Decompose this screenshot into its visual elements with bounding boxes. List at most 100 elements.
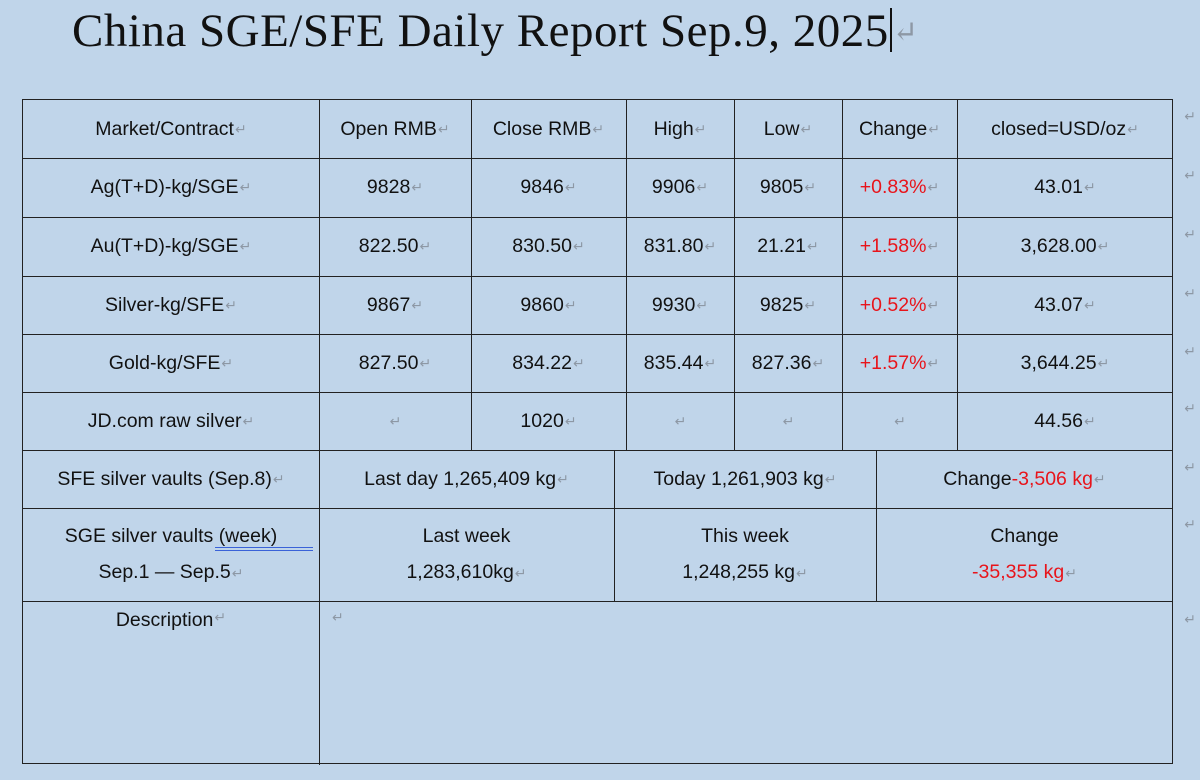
- line-1: This week: [701, 518, 789, 554]
- paragraph-mark-icon: ↵: [1097, 238, 1110, 254]
- sge-change-value: -35,355 kg: [972, 561, 1065, 583]
- cell-high: 9930: [651, 293, 696, 316]
- paragraph-mark-icon: ↵: [782, 412, 795, 429]
- table-rule: [23, 450, 1173, 451]
- cell-change: +0.52%: [859, 293, 927, 316]
- table-rule: [614, 450, 615, 601]
- table-rule: [957, 100, 958, 450]
- table-rule: [23, 392, 1173, 393]
- table-cell-usd: 3,628.00 ↵: [957, 217, 1173, 276]
- table-rule: [876, 450, 877, 601]
- cell-usd: 44.56: [1034, 409, 1084, 432]
- cell-usd: 43.01: [1034, 176, 1084, 198]
- table-rule: [23, 601, 1173, 602]
- paragraph-mark-icon: ↵: [214, 609, 227, 625]
- paragraph-mark-icon: ↵: [221, 354, 234, 371]
- paragraph-mark-icon: ↵: [927, 238, 940, 254]
- table-cell-usd: 43.01 ↵: [957, 158, 1173, 217]
- table-rule: [471, 100, 472, 450]
- table-rule: [23, 276, 1173, 277]
- table-cell-change: +0.83% ↵: [842, 158, 957, 217]
- cell-open: 822.50: [358, 235, 419, 257]
- cell-open: 9867: [366, 293, 411, 316]
- sge-last-week: Last week 1,283,610kg↵: [319, 508, 614, 601]
- header-close: Close RMB ↵: [471, 100, 626, 158]
- report-title-text: China SGE/SFE Daily Report Sep.9, 2025: [72, 5, 889, 57]
- row-end-mark-icon: ↵: [1184, 108, 1196, 124]
- sge-vaults-label-week: (week): [214, 525, 314, 551]
- cell-close: 830.50: [512, 235, 572, 257]
- cell-close: 9860: [520, 293, 564, 316]
- table-cell-open: ↵: [319, 392, 471, 450]
- paragraph-mark-icon: ↵: [1065, 565, 1077, 581]
- two-line-group: This week 1,248,255 kg↵: [682, 518, 808, 591]
- two-line-group: Change -35,355 kg↵: [972, 518, 1077, 591]
- cell-usd: 43.07: [1034, 293, 1084, 316]
- paragraph-mark-icon: ↵: [572, 354, 585, 371]
- sfe-vaults-label: SFE silver vaults (Sep.8) ↵: [23, 450, 319, 508]
- paragraph-mark-icon: ↵: [332, 609, 344, 625]
- table-cell-change: +0.52% ↵: [842, 276, 957, 334]
- cell-low: 21.21: [757, 235, 807, 257]
- cell-change: +0.83%: [859, 176, 927, 198]
- paragraph-mark-icon: ↵: [592, 120, 605, 137]
- paragraph-mark-icon: ↵: [419, 354, 432, 371]
- cell-high: 831.80: [643, 235, 704, 257]
- sge-vaults-label-text: SGE silver vaults: [64, 525, 219, 547]
- cell-low: 9825: [759, 293, 804, 316]
- table-cell-high: 9906 ↵: [626, 158, 734, 217]
- table-cell-close: 830.50 ↵: [471, 217, 626, 276]
- table-cell-open: 822.50 ↵: [319, 217, 471, 276]
- header-usd: closed=USD/oz ↵: [957, 100, 1173, 158]
- cell-open: 827.50: [358, 351, 419, 374]
- cell-low: 9805: [759, 176, 804, 198]
- paragraph-mark-icon: ↵: [231, 565, 244, 581]
- sfe-change-label: Change: [943, 467, 1012, 490]
- text-cursor: [889, 8, 892, 52]
- cell-market: Gold-kg/SFE: [108, 351, 221, 374]
- table-cell-high: 831.80 ↵: [626, 217, 734, 276]
- cell-open: 9828: [366, 176, 411, 198]
- paragraph-mark-icon: ↵: [927, 354, 940, 371]
- table-rule: [23, 217, 1173, 218]
- paragraph-mark-icon: ↵: [411, 296, 424, 313]
- header-label: Market/Contract: [95, 117, 234, 140]
- paragraph-mark-icon: ↵: [564, 179, 577, 195]
- paragraph-mark-icon: ↵: [812, 354, 825, 371]
- paragraph-mark-icon: ↵: [389, 412, 402, 429]
- paragraph-mark-icon: ↵: [800, 120, 813, 137]
- cell-high: 9906: [651, 176, 696, 198]
- header-low: Low ↵: [734, 100, 842, 158]
- paragraph-mark-icon: ↵: [804, 179, 817, 195]
- table-cell-low: 9805 ↵: [734, 158, 842, 217]
- table-rule: [319, 100, 320, 450]
- paragraph-mark-icon: ↵: [1084, 412, 1096, 429]
- line-1: Change: [990, 518, 1058, 554]
- table-cell-market: Au(T+D)-kg/SGE ↵: [23, 217, 319, 276]
- paragraph-mark-icon: ↵: [242, 412, 255, 429]
- row-end-mark-icon: ↵: [1184, 400, 1196, 416]
- table-cell-change: +1.58% ↵: [842, 217, 957, 276]
- cell-market: JD.com raw silver: [87, 409, 242, 432]
- table-rule: [23, 508, 1173, 509]
- description-label-text: Description: [115, 609, 214, 631]
- header-label: Change: [858, 117, 928, 140]
- header-market: Market/Contract ↵: [23, 100, 319, 158]
- paragraph-mark-icon: ↵: [564, 412, 577, 429]
- paragraph-mark-icon: ↵: [411, 179, 424, 195]
- report-table: Market/Contract ↵ Open RMB ↵ Close RMB ↵ High ↵…: [22, 99, 1173, 765]
- sge-this-week: This week 1,248,255 kg↵: [614, 508, 876, 601]
- sge-vaults-dates: Sep.1 — Sep.5: [98, 561, 231, 583]
- cell-close: 1020: [520, 409, 564, 432]
- paragraph-mark-icon: ↵: [557, 470, 569, 487]
- header-label: Open RMB: [340, 117, 437, 140]
- cell-change: +1.57%: [859, 351, 927, 374]
- line-2: 1,248,255 kg↵: [682, 554, 808, 591]
- table-cell-usd: 3,644.25 ↵: [957, 334, 1173, 392]
- cell-change: +1.58%: [859, 235, 927, 257]
- cell-usd: 3,628.00: [1020, 235, 1097, 257]
- table-rule: [319, 450, 320, 765]
- paragraph-mark-icon: ↵: [892, 16, 919, 49]
- paragraph-mark-icon: ↵: [1093, 470, 1106, 487]
- paragraph-mark-icon: ↵: [234, 120, 247, 137]
